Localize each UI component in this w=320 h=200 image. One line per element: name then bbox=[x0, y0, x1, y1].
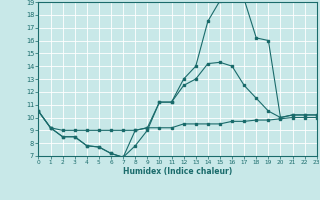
X-axis label: Humidex (Indice chaleur): Humidex (Indice chaleur) bbox=[123, 167, 232, 176]
